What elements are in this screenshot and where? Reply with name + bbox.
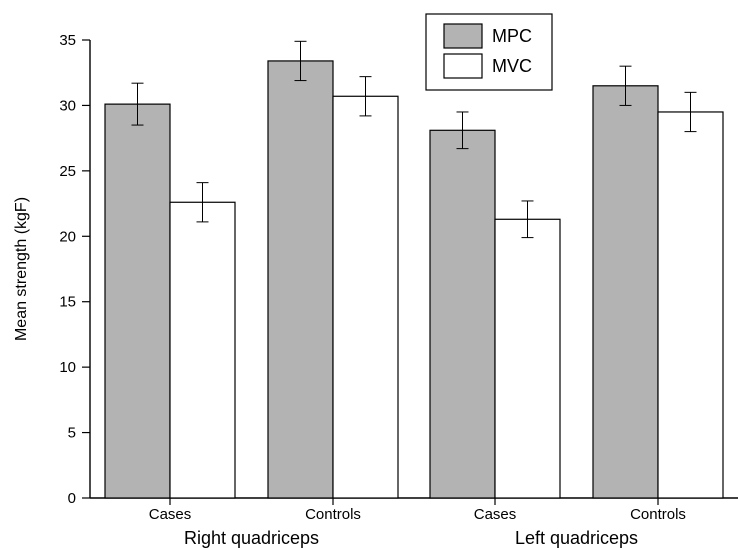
y-tick-label-0: 0 — [68, 490, 76, 507]
legend-swatch-mpc — [443, 23, 483, 49]
y-tick-label-30: 30 — [59, 97, 76, 114]
bar-mpc-2 — [429, 129, 496, 499]
legend-swatch-mvc — [443, 53, 483, 79]
x-tick-label-2: Cases — [474, 506, 517, 523]
bar-mvc-2 — [494, 218, 561, 499]
bar-mvc-3 — [657, 111, 724, 499]
bar-mvc-0 — [169, 201, 236, 499]
bar-mpc-3 — [592, 85, 659, 499]
x-tick-label-3: Controls — [630, 506, 686, 523]
y-tick-label-35: 35 — [59, 32, 76, 49]
bar-mpc-0 — [104, 103, 171, 499]
y-tick-label-5: 5 — [68, 425, 76, 442]
group-label-1: Left quadriceps — [515, 528, 638, 548]
group-label-0: Right quadriceps — [184, 528, 319, 548]
y-tick-label-25: 25 — [59, 163, 76, 180]
y-tick-label-20: 20 — [59, 228, 76, 245]
bar-mpc-1 — [267, 60, 334, 499]
y-axis-label: Mean strength (kgF) — [13, 197, 30, 341]
legend-label-mpc: MPC — [492, 26, 532, 46]
x-tick-label-1: Controls — [305, 506, 361, 523]
x-tick-label-0: Cases — [149, 506, 192, 523]
y-tick-label-15: 15 — [59, 294, 76, 311]
legend-label-mvc: MVC — [492, 56, 532, 76]
y-tick-label-10: 10 — [59, 359, 76, 376]
bar-mvc-1 — [332, 95, 399, 499]
